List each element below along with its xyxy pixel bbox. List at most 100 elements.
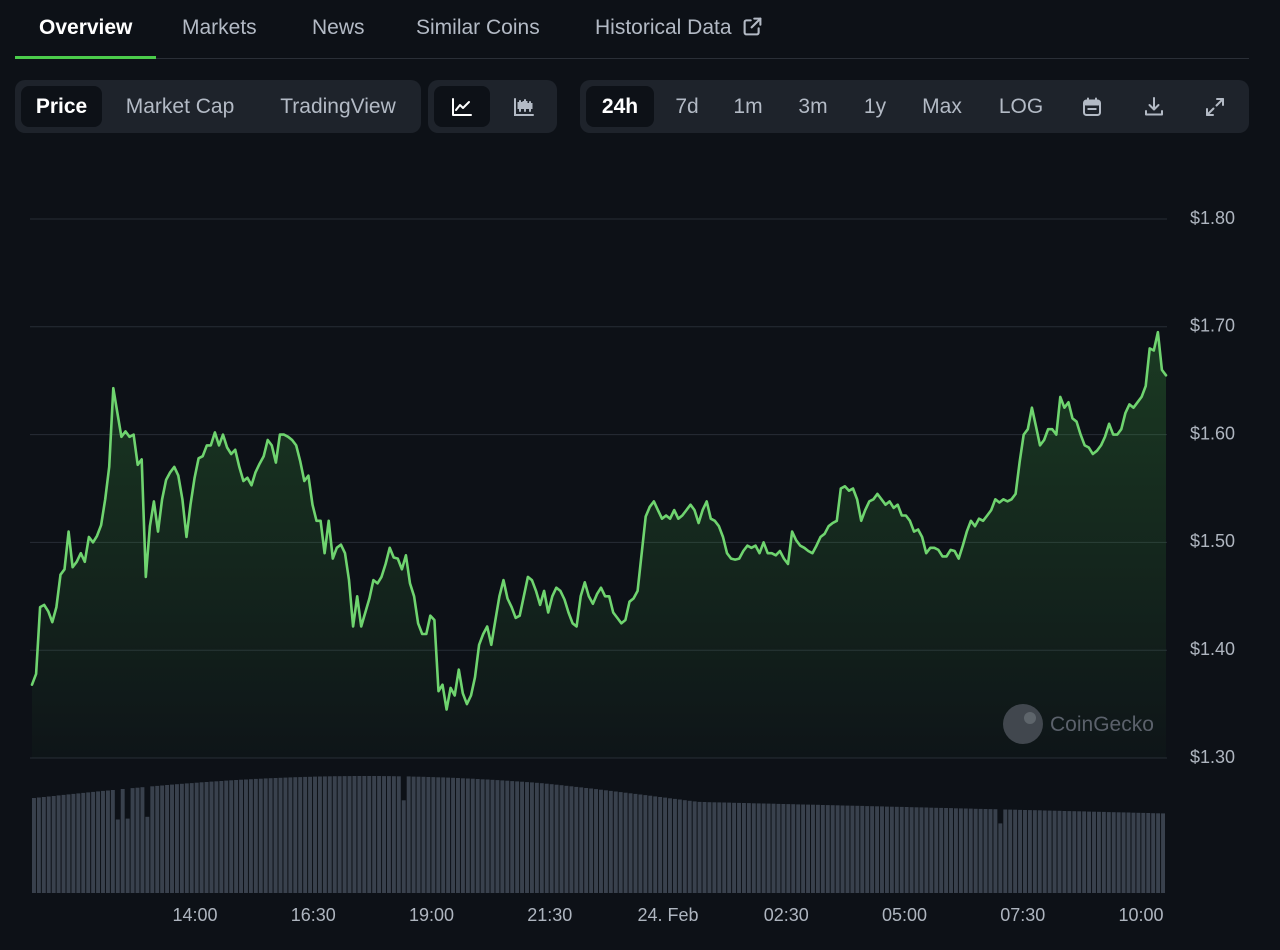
x-tick-label: 14:00 xyxy=(172,905,217,925)
volume-bar xyxy=(465,778,470,893)
tab-historical-data-label: Historical Data xyxy=(595,16,732,39)
expand-button[interactable] xyxy=(1193,86,1237,127)
y-tick-label: $1.40 xyxy=(1190,639,1235,659)
volume-bar xyxy=(732,802,737,893)
volume-bar xyxy=(377,776,382,893)
volume-bar xyxy=(115,819,120,893)
volume-bar xyxy=(820,805,825,893)
volume-bar xyxy=(1101,811,1106,893)
volume-bar xyxy=(697,801,702,893)
volume-bar xyxy=(594,789,598,893)
volume-bar xyxy=(224,780,229,893)
volume-bar xyxy=(1121,812,1126,893)
volume-bar xyxy=(421,776,426,893)
price-chart[interactable]: $1.80 $1.70 $1.60 $1.50 $1.40 $1.30 14:00 16:3… xyxy=(0,140,1280,950)
volume-bar xyxy=(239,779,244,893)
volume-bar xyxy=(36,797,41,893)
log-scale-button[interactable]: LOG xyxy=(998,95,1044,118)
x-tick-label: 21:30 xyxy=(527,905,572,925)
volume-bar xyxy=(761,803,766,893)
download-icon xyxy=(1145,97,1163,116)
volume-bar xyxy=(401,800,406,893)
volume-bar xyxy=(313,776,317,893)
volume-bar xyxy=(337,776,342,893)
x-tick-label: 24. Feb xyxy=(637,905,698,925)
price-button[interactable]: Price xyxy=(21,86,102,127)
volume-bar xyxy=(880,806,884,893)
volume-bar xyxy=(998,823,1003,893)
volume-bar xyxy=(796,804,801,893)
volume-bar xyxy=(830,805,835,893)
volume-bar xyxy=(1092,811,1096,893)
volume-bar xyxy=(184,783,189,893)
volume-bar xyxy=(520,781,525,893)
range-1m-button[interactable]: 1m xyxy=(733,95,763,118)
volume-bar xyxy=(342,776,347,893)
range-1y-button[interactable]: 1y xyxy=(863,95,887,118)
volume-bar xyxy=(441,777,446,893)
volume-bar xyxy=(741,803,746,893)
volume-bar xyxy=(1023,810,1027,893)
volume-bar xyxy=(806,804,811,893)
range-group: 24h 7d 1m 3m 1y Max LOG xyxy=(580,80,1249,133)
y-tick-label: $1.60 xyxy=(1190,423,1235,443)
x-tick-label: 10:00 xyxy=(1118,905,1163,925)
volume-bar xyxy=(411,776,416,893)
volume-bar xyxy=(1062,811,1067,893)
volume-bar xyxy=(362,776,367,893)
tab-similar-coins[interactable]: Similar Coins xyxy=(416,16,540,39)
volume-bar xyxy=(737,802,741,893)
volume-bar xyxy=(456,778,460,893)
volume-bar xyxy=(628,793,633,893)
price-line[interactable] xyxy=(30,330,1168,711)
range-max-button[interactable]: Max xyxy=(922,95,962,118)
volume-bar xyxy=(1082,811,1087,893)
volume-bar xyxy=(1111,812,1116,893)
volume-bar xyxy=(194,782,199,893)
market-cap-button[interactable]: Market Cap xyxy=(125,95,235,118)
range-24h-button[interactable]: 24h xyxy=(586,86,654,127)
volume-bar xyxy=(406,776,411,893)
volume-bar xyxy=(904,807,909,893)
line-chart-button[interactable] xyxy=(434,86,490,127)
range-7d-button[interactable]: 7d xyxy=(675,95,699,118)
volume-bar xyxy=(815,804,820,893)
volume-bar xyxy=(564,785,569,893)
volume-bar xyxy=(1052,810,1057,893)
calendar-button[interactable] xyxy=(1070,86,1114,127)
tab-overview[interactable]: Overview xyxy=(14,0,157,59)
x-tick-label: 02:30 xyxy=(764,905,809,925)
volume-bar xyxy=(357,776,362,893)
tab-markets[interactable]: Markets xyxy=(182,16,257,39)
line-chart-icon xyxy=(452,98,472,117)
volume-bar xyxy=(110,790,115,893)
tab-historical-data[interactable]: Historical Data xyxy=(595,0,763,58)
tab-news[interactable]: News xyxy=(312,16,365,39)
volume-bar xyxy=(480,779,485,893)
volume-bar xyxy=(120,789,125,893)
volume-bar xyxy=(574,786,579,893)
volume-bar xyxy=(929,807,934,893)
watermark-text: CoinGecko xyxy=(1050,713,1154,736)
range-3m-button[interactable]: 3m xyxy=(798,95,828,118)
tradingview-button[interactable]: TradingView xyxy=(280,95,396,118)
volume-bar xyxy=(525,782,529,893)
volume-bar xyxy=(475,779,480,893)
volume-bar xyxy=(643,795,648,893)
candlestick-button[interactable] xyxy=(496,86,552,127)
volume-bar xyxy=(1136,812,1141,893)
volume-bar xyxy=(347,776,352,893)
volume-bar xyxy=(1027,810,1032,893)
volume-bar xyxy=(179,783,184,893)
download-button[interactable] xyxy=(1132,86,1176,127)
volume-bar xyxy=(811,804,815,893)
expand-icon xyxy=(1206,98,1224,117)
volume-bar xyxy=(170,784,174,893)
volume-bar xyxy=(81,792,86,893)
volume-bar xyxy=(372,776,377,893)
volume-bar xyxy=(1126,812,1131,893)
x-tick-label: 19:00 xyxy=(409,905,454,925)
volume-bar xyxy=(756,803,761,893)
volume-bar xyxy=(234,780,239,893)
volume-bar xyxy=(396,776,401,893)
